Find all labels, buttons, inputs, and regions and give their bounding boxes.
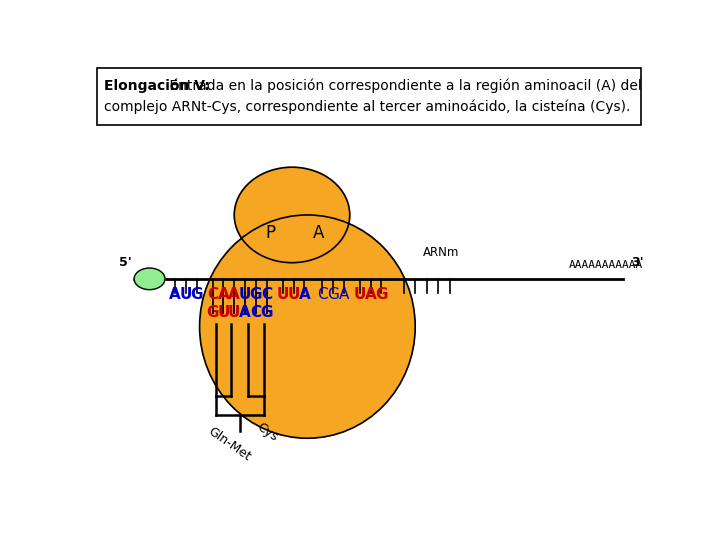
Text: A: A: [338, 287, 348, 302]
Text: A: A: [313, 224, 325, 242]
Text: G: G: [250, 287, 262, 302]
Text: Gln-Met: Gln-Met: [205, 425, 253, 464]
Text: Elongación V:: Elongación V:: [104, 79, 210, 93]
Text: U: U: [354, 287, 366, 302]
Text: G: G: [190, 287, 203, 302]
Text: U: U: [239, 287, 251, 302]
Text: A: A: [228, 287, 240, 302]
Text: complejo ARNt-Cys, correspondiente al tercer aminoácido, la cisteína (Cys).: complejo ARNt-Cys, correspondiente al te…: [104, 99, 631, 114]
Text: G: G: [261, 305, 273, 320]
Text: U: U: [276, 287, 289, 302]
Text: C: C: [251, 305, 261, 320]
FancyBboxPatch shape: [97, 68, 641, 125]
Text: Entrada en la posición correspondiente a la región aminoacil (A) del: Entrada en la posición correspondiente a…: [165, 79, 642, 93]
Text: A: A: [169, 287, 181, 302]
Text: G: G: [207, 305, 219, 320]
Text: C: C: [261, 287, 272, 302]
Text: U: U: [217, 305, 230, 320]
Text: P: P: [266, 224, 276, 242]
Ellipse shape: [234, 167, 350, 262]
Text: A: A: [239, 305, 251, 320]
Ellipse shape: [134, 268, 165, 289]
Text: G: G: [375, 287, 387, 302]
Text: U: U: [228, 305, 240, 320]
Text: Cys: Cys: [254, 421, 280, 444]
Text: A: A: [364, 287, 377, 302]
Text: U: U: [287, 287, 300, 302]
Text: A: A: [217, 287, 230, 302]
Text: U: U: [179, 287, 192, 302]
Text: G: G: [327, 287, 338, 302]
Text: ARNm: ARNm: [423, 246, 459, 259]
Text: C: C: [317, 287, 328, 302]
Text: AAAAAAAAAAA: AAAAAAAAAAA: [570, 260, 644, 271]
Text: C: C: [207, 287, 218, 302]
Text: 5': 5': [119, 256, 132, 269]
Text: A: A: [299, 287, 310, 302]
Text: 3': 3': [631, 256, 644, 269]
Ellipse shape: [199, 215, 415, 438]
